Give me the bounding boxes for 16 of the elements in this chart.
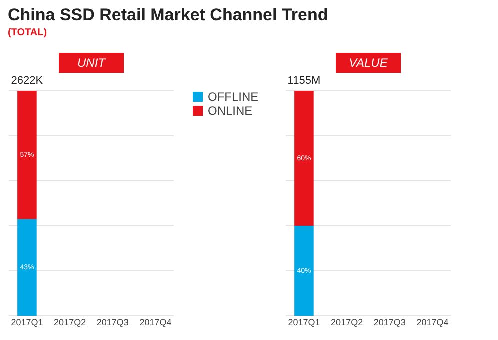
annotation: 2622K	[11, 75, 44, 87]
x-tick-label: 2017Q4	[140, 318, 172, 328]
legend-label: ONLINE	[208, 104, 253, 118]
x-tick-label: 2017Q3	[374, 318, 406, 328]
legend-label: OFFLINE	[208, 90, 259, 104]
x-tick-label: 2017Q2	[331, 318, 364, 328]
annotation: 1155M	[288, 75, 321, 87]
text: UNIT	[78, 56, 108, 70]
x-tick-label: 2017Q1	[288, 318, 320, 328]
x-tick-label: 2017Q4	[416, 318, 449, 328]
text: VALUE	[349, 56, 389, 70]
x-tick-label: 2017Q2	[54, 318, 86, 328]
x-tick-label: 2017Q1	[11, 318, 44, 328]
chart-subtitle: (TOTAL)	[8, 28, 48, 38]
x-tick-label: 2017Q3	[96, 318, 129, 328]
chart-title: China SSD Retail Market Channel Trend	[8, 6, 328, 24]
